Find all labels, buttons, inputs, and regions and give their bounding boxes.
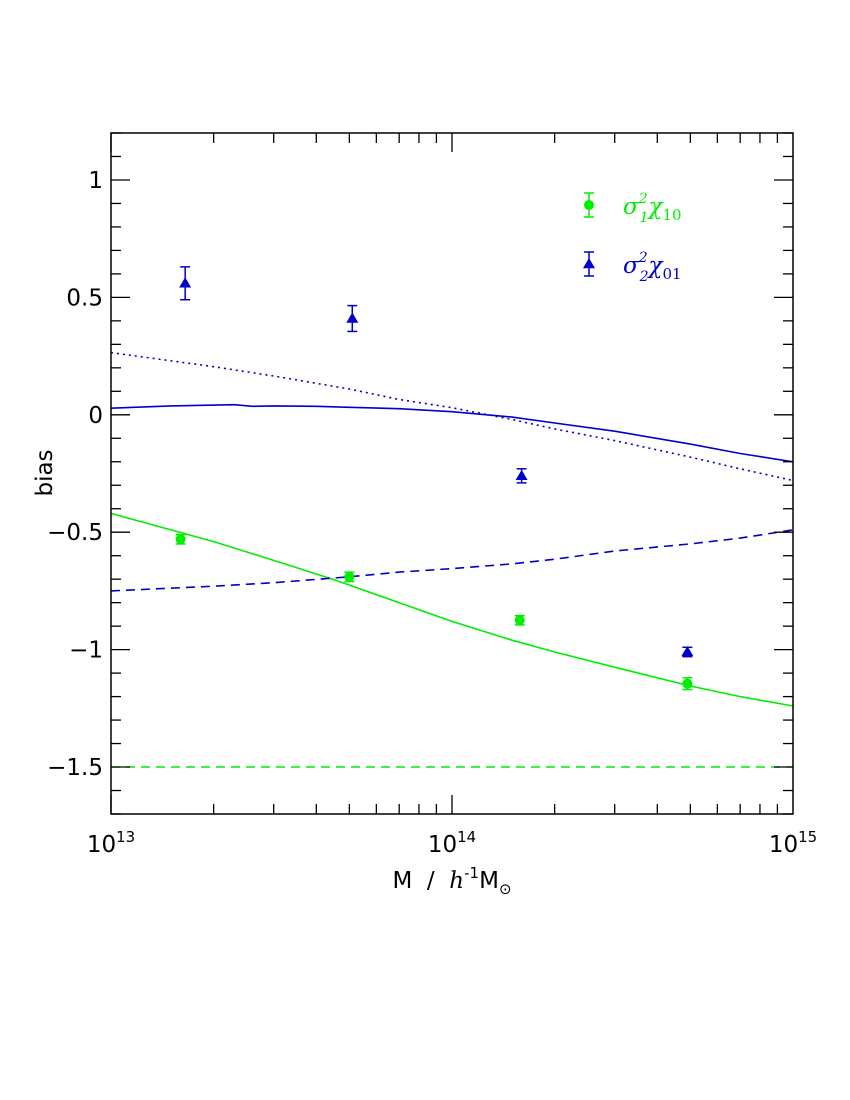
marker-circle: [344, 571, 355, 582]
marker-triangle: [179, 277, 192, 288]
legend-marker-triangle: [583, 258, 595, 269]
data-point-circle-1: [175, 533, 186, 545]
x-tick-label: 1014: [428, 828, 476, 858]
marker-triangle: [681, 645, 694, 657]
y-tick-label: 0.5: [66, 285, 103, 311]
y-axis-title: bias: [32, 449, 58, 496]
marker-triangle: [346, 312, 359, 323]
y-tick-label: −1: [69, 638, 103, 664]
legend-entry-1: σ2 1χ10: [584, 191, 682, 226]
data-point-triangle-1: [179, 266, 192, 301]
marker-circle: [175, 534, 186, 545]
data-point-layer: [175, 266, 694, 691]
data-point-triangle-2: [346, 304, 359, 333]
marker-circle: [682, 678, 693, 689]
model-curve-dashed-5: [110, 529, 794, 592]
data-point-circle-4: [682, 677, 693, 691]
legend-marker-circle: [584, 200, 594, 210]
data-point-circle-3: [514, 614, 525, 626]
x-tick-label: 1015: [769, 828, 817, 858]
y-tick-label: −0.5: [47, 520, 103, 546]
legend-label: σ2 1χ10: [623, 191, 682, 226]
y-tick-label: 1: [88, 168, 103, 194]
y-tick-label: 0: [88, 403, 103, 429]
data-point-triangle-3: [515, 468, 528, 484]
x-axis-title: M / h-1M⊙: [392, 864, 511, 898]
legend: σ2 1χ10 σ2 2χ01: [583, 191, 682, 285]
model-curve-solid-3: [110, 403, 794, 463]
axis-tick-labels: 1013 1014 1015 1 0.5 0 −0.5 −1 −1.5: [47, 168, 817, 858]
axis-tick-layer: [110, 132, 793, 815]
marker-circle: [514, 615, 525, 626]
y-tick-label: −1.5: [47, 755, 103, 781]
model-curve-solid-1: [110, 512, 794, 707]
legend-entry-2: σ2 2χ01: [583, 250, 682, 285]
model-curve-dotted-4: [110, 351, 794, 482]
plot-frame: [110, 132, 794, 815]
legend-label: σ2 2χ01: [623, 250, 682, 285]
marker-triangle: [515, 469, 528, 481]
data-point-triangle-4: [681, 645, 694, 658]
curve-layer: [110, 351, 794, 768]
data-point-circle-2: [344, 571, 355, 583]
x-tick-label: 1013: [87, 828, 135, 858]
